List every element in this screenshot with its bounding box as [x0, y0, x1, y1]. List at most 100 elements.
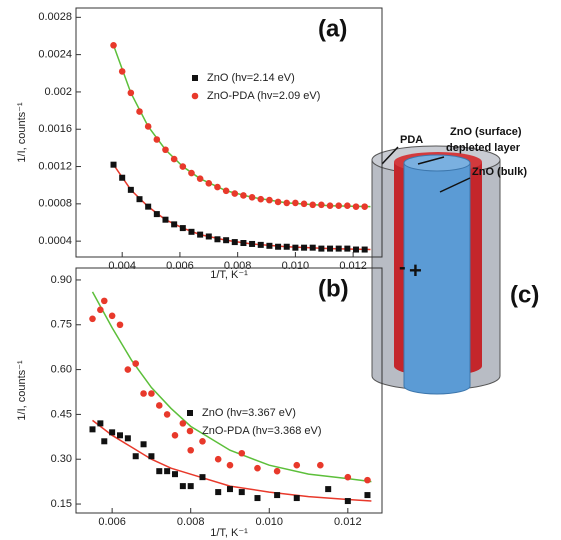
point [118, 68, 126, 75]
legend-label: ZnO-PDA (hv=2.09 eV) [207, 90, 320, 102]
x-tick-label: 0.010 [282, 260, 310, 272]
point [344, 473, 352, 481]
point [119, 174, 126, 181]
y-tick-label: 0.75 [51, 319, 72, 331]
point [249, 240, 256, 247]
y-tick-label: 0.45 [51, 408, 72, 420]
label-depleted: depleted layer [446, 142, 521, 154]
label-plus: + [409, 258, 422, 283]
diagram: PDA ZnO (surface) depleted layer ZnO (bu… [371, 126, 539, 395]
x-tick-label: 0.006 [98, 516, 126, 528]
point [145, 203, 152, 210]
point [344, 245, 351, 252]
point [179, 163, 187, 170]
point [335, 202, 342, 210]
point [254, 495, 261, 502]
label-minus: - [399, 256, 406, 278]
point [171, 432, 179, 439]
x-tick-label: 0.010 [255, 516, 283, 528]
legend-marker [186, 427, 194, 435]
point [108, 312, 116, 320]
point [110, 161, 117, 168]
point [214, 236, 221, 243]
point [100, 297, 108, 305]
point [162, 146, 169, 154]
point [155, 402, 163, 409]
legend-marker [192, 75, 198, 81]
point [153, 211, 160, 218]
point [187, 483, 194, 490]
point [226, 461, 234, 469]
point [171, 471, 178, 478]
point [266, 242, 273, 249]
point [127, 89, 135, 97]
x-axis-label: 1/T, K⁻¹ [210, 269, 248, 281]
point [124, 435, 131, 442]
point [187, 446, 195, 454]
point [326, 202, 334, 210]
point [318, 245, 325, 252]
point [344, 202, 351, 210]
x-tick-label: 0.008 [177, 516, 205, 528]
point [132, 360, 140, 367]
point [144, 123, 152, 130]
leader-line [417, 156, 445, 165]
point [327, 245, 334, 252]
point [318, 201, 325, 209]
y-tick-label: 0.0004 [38, 235, 72, 247]
point [199, 437, 206, 445]
chart: 0.006 0.008 0.010 0.012 0.15 0.30 0.45 0.60 0.75… [16, 267, 383, 539]
point [109, 429, 116, 436]
point [231, 239, 238, 246]
plot-frame [75, 267, 383, 514]
point [222, 187, 230, 195]
point [352, 203, 360, 210]
y-tick-label: 0.15 [51, 498, 72, 510]
point [196, 175, 204, 182]
panel-label: (a) [318, 15, 347, 42]
point [205, 180, 213, 187]
point [163, 411, 171, 418]
legend-marker [187, 410, 193, 416]
chart: 0.004 0.006 0.008 0.010 0.012 0.0004 0.0008 0.0… [16, 7, 383, 281]
point [215, 489, 222, 496]
point [274, 492, 281, 499]
point [240, 240, 247, 247]
bulk-cylinder [403, 162, 471, 395]
point [127, 186, 134, 193]
point [293, 495, 300, 502]
point [223, 237, 230, 244]
point [188, 228, 195, 235]
panel-label: (c) [510, 281, 539, 308]
point [353, 246, 360, 253]
legend-label: ZnO-PDA (hv=3.368 eV) [202, 425, 322, 437]
point [89, 315, 96, 323]
point [325, 486, 332, 493]
y-tick-label: 0.30 [51, 453, 72, 465]
point [89, 426, 96, 433]
point [116, 321, 124, 329]
point [197, 231, 204, 238]
point [132, 453, 139, 460]
point [238, 489, 245, 496]
fit-line [92, 419, 372, 502]
point [153, 136, 161, 143]
fit-line [91, 291, 372, 483]
point [226, 486, 233, 493]
point [136, 196, 143, 203]
point [257, 241, 264, 248]
plot-frame [75, 7, 383, 258]
point [364, 476, 371, 484]
panel-label: (b) [318, 275, 349, 302]
point [257, 195, 265, 203]
point [283, 243, 290, 250]
point [275, 243, 282, 250]
point [292, 244, 299, 251]
point [136, 108, 143, 115]
point [110, 42, 117, 49]
point [179, 483, 186, 490]
point [274, 198, 282, 206]
point [248, 194, 256, 201]
x-tick-label: 0.006 [166, 260, 194, 272]
y-axis-label: 1/I, counts⁻¹ [16, 102, 28, 163]
